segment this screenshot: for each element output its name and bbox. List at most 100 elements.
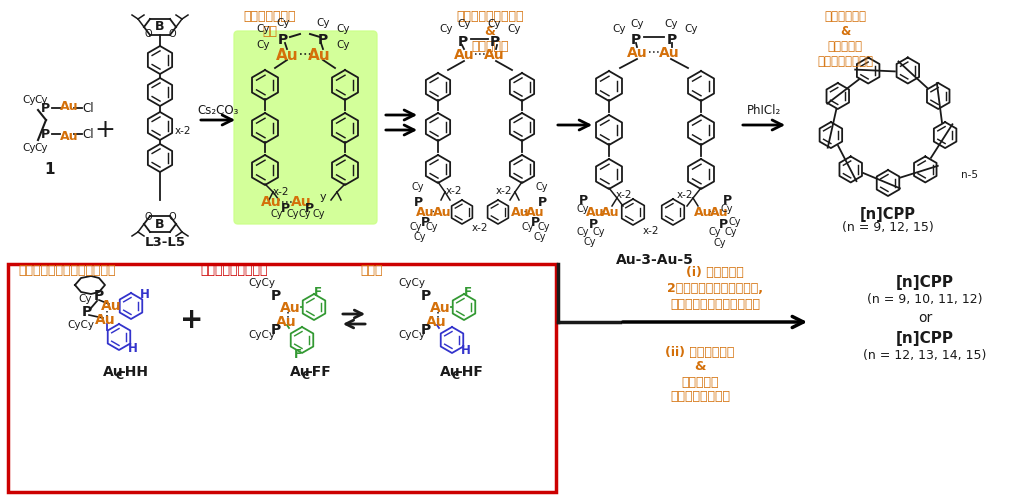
Text: Cy: Cy bbox=[22, 95, 36, 105]
Text: Cy: Cy bbox=[256, 24, 269, 34]
Text: -HF: -HF bbox=[456, 365, 483, 379]
Text: Cy: Cy bbox=[507, 24, 521, 34]
Text: P: P bbox=[719, 218, 728, 232]
Text: PhICl₂: PhICl₂ bbox=[746, 104, 781, 117]
Text: Cy: Cy bbox=[412, 182, 424, 192]
Text: Cy: Cy bbox=[256, 40, 269, 50]
Text: O: O bbox=[144, 212, 152, 222]
Text: P: P bbox=[414, 196, 423, 208]
Text: Au: Au bbox=[94, 313, 116, 327]
Text: Cy: Cy bbox=[410, 222, 422, 232]
Text: Au: Au bbox=[430, 301, 451, 315]
Text: Au: Au bbox=[658, 46, 679, 60]
Text: P: P bbox=[278, 33, 288, 47]
Text: P: P bbox=[271, 323, 282, 337]
Text: H: H bbox=[140, 288, 150, 300]
Text: y: y bbox=[319, 192, 327, 202]
Text: B: B bbox=[156, 218, 165, 230]
Text: P: P bbox=[82, 305, 92, 319]
Text: Cy: Cy bbox=[458, 19, 471, 29]
Text: Cy: Cy bbox=[22, 143, 36, 153]
Text: Au: Au bbox=[525, 206, 544, 218]
Text: Cy: Cy bbox=[414, 232, 426, 242]
FancyBboxPatch shape bbox=[234, 31, 377, 224]
Text: Cy: Cy bbox=[34, 95, 47, 105]
Text: P: P bbox=[667, 33, 677, 47]
Text: CyCy: CyCy bbox=[68, 320, 94, 330]
Text: （金錯体の除去）: （金錯体の除去） bbox=[670, 390, 730, 404]
Text: (n = 9, 10, 11, 12): (n = 9, 10, 11, 12) bbox=[867, 294, 983, 306]
Text: [n]CPP: [n]CPP bbox=[896, 330, 954, 345]
Text: Cy: Cy bbox=[721, 204, 733, 214]
Text: Au: Au bbox=[275, 315, 296, 329]
Text: Cy: Cy bbox=[439, 24, 453, 34]
Text: 金－炒素結合の
形成: 金－炒素結合の 形成 bbox=[244, 10, 296, 38]
Text: Au: Au bbox=[60, 130, 79, 142]
Text: -FF: -FF bbox=[306, 365, 331, 379]
Text: Cy: Cy bbox=[612, 24, 626, 34]
Text: Cy: Cy bbox=[584, 237, 596, 247]
Text: x-2: x-2 bbox=[643, 226, 659, 236]
Text: 金－炒素結合の迅速な交換：: 金－炒素結合の迅速な交換： bbox=[18, 264, 116, 276]
Text: P: P bbox=[458, 35, 468, 49]
Text: 還元的脱離: 還元的脱離 bbox=[681, 376, 719, 388]
Text: Au: Au bbox=[454, 48, 474, 62]
Text: (n = 9, 12, 15): (n = 9, 12, 15) bbox=[842, 222, 934, 234]
Text: P: P bbox=[421, 323, 431, 337]
Text: Cy: Cy bbox=[287, 209, 299, 219]
Text: L3-L5: L3-L5 bbox=[144, 236, 185, 248]
Text: F: F bbox=[294, 348, 302, 360]
Text: Au: Au bbox=[60, 100, 79, 112]
Text: Cy: Cy bbox=[593, 227, 605, 237]
Text: Cy: Cy bbox=[426, 222, 438, 232]
Text: P: P bbox=[421, 216, 429, 228]
Text: Au: Au bbox=[100, 299, 121, 313]
Text: Au: Au bbox=[103, 365, 124, 379]
Text: Au: Au bbox=[693, 206, 713, 218]
Text: Au: Au bbox=[307, 48, 331, 62]
Text: x-2: x-2 bbox=[272, 187, 289, 197]
Text: Cy: Cy bbox=[276, 18, 290, 28]
Text: Au: Au bbox=[440, 365, 461, 379]
Text: P: P bbox=[281, 202, 290, 215]
Text: (i) 再組織化：: (i) 再組織化： bbox=[686, 266, 743, 278]
Text: Au: Au bbox=[601, 206, 620, 218]
Text: &: & bbox=[694, 360, 706, 374]
Text: Cy: Cy bbox=[709, 227, 721, 237]
Text: Au: Au bbox=[483, 48, 504, 62]
Text: P: P bbox=[304, 202, 313, 215]
Text: Cy: Cy bbox=[336, 24, 350, 34]
Text: F: F bbox=[314, 286, 322, 298]
Text: Au: Au bbox=[416, 206, 434, 218]
Text: CyCy: CyCy bbox=[249, 278, 275, 288]
Text: P: P bbox=[538, 196, 547, 208]
Text: P: P bbox=[723, 194, 731, 206]
Text: Cl: Cl bbox=[82, 128, 93, 140]
Text: Au: Au bbox=[627, 46, 647, 60]
Text: C: C bbox=[452, 371, 460, 381]
Text: Cy: Cy bbox=[270, 209, 284, 219]
Text: Cy: Cy bbox=[577, 204, 589, 214]
Text: x-2: x-2 bbox=[615, 190, 632, 200]
Text: (n = 12, 13, 14, 15): (n = 12, 13, 14, 15) bbox=[863, 350, 987, 362]
Text: P: P bbox=[94, 289, 104, 303]
Text: Cy: Cy bbox=[577, 227, 589, 237]
Text: x-2: x-2 bbox=[472, 223, 488, 233]
Text: Cy: Cy bbox=[487, 19, 501, 29]
Text: (ii) 酸化的塩素化: (ii) 酸化的塩素化 bbox=[666, 346, 734, 358]
Text: [n]CPP: [n]CPP bbox=[860, 206, 916, 222]
Text: Au: Au bbox=[586, 206, 604, 218]
Text: 1: 1 bbox=[45, 162, 55, 178]
Text: 金－炒素結合を交換させる: 金－炒素結合を交換させる bbox=[670, 298, 760, 310]
Text: Cy: Cy bbox=[299, 209, 311, 219]
Text: Cs₂CO₃: Cs₂CO₃ bbox=[198, 104, 239, 117]
Text: B: B bbox=[156, 20, 165, 34]
Text: Cy: Cy bbox=[536, 182, 548, 192]
Text: -HH: -HH bbox=[119, 365, 148, 379]
Text: Cy: Cy bbox=[336, 40, 350, 50]
Text: n-5: n-5 bbox=[961, 170, 978, 180]
Text: H: H bbox=[461, 344, 471, 356]
Text: CyCy: CyCy bbox=[398, 278, 426, 288]
Text: x-2: x-2 bbox=[445, 186, 462, 196]
FancyBboxPatch shape bbox=[8, 264, 556, 492]
